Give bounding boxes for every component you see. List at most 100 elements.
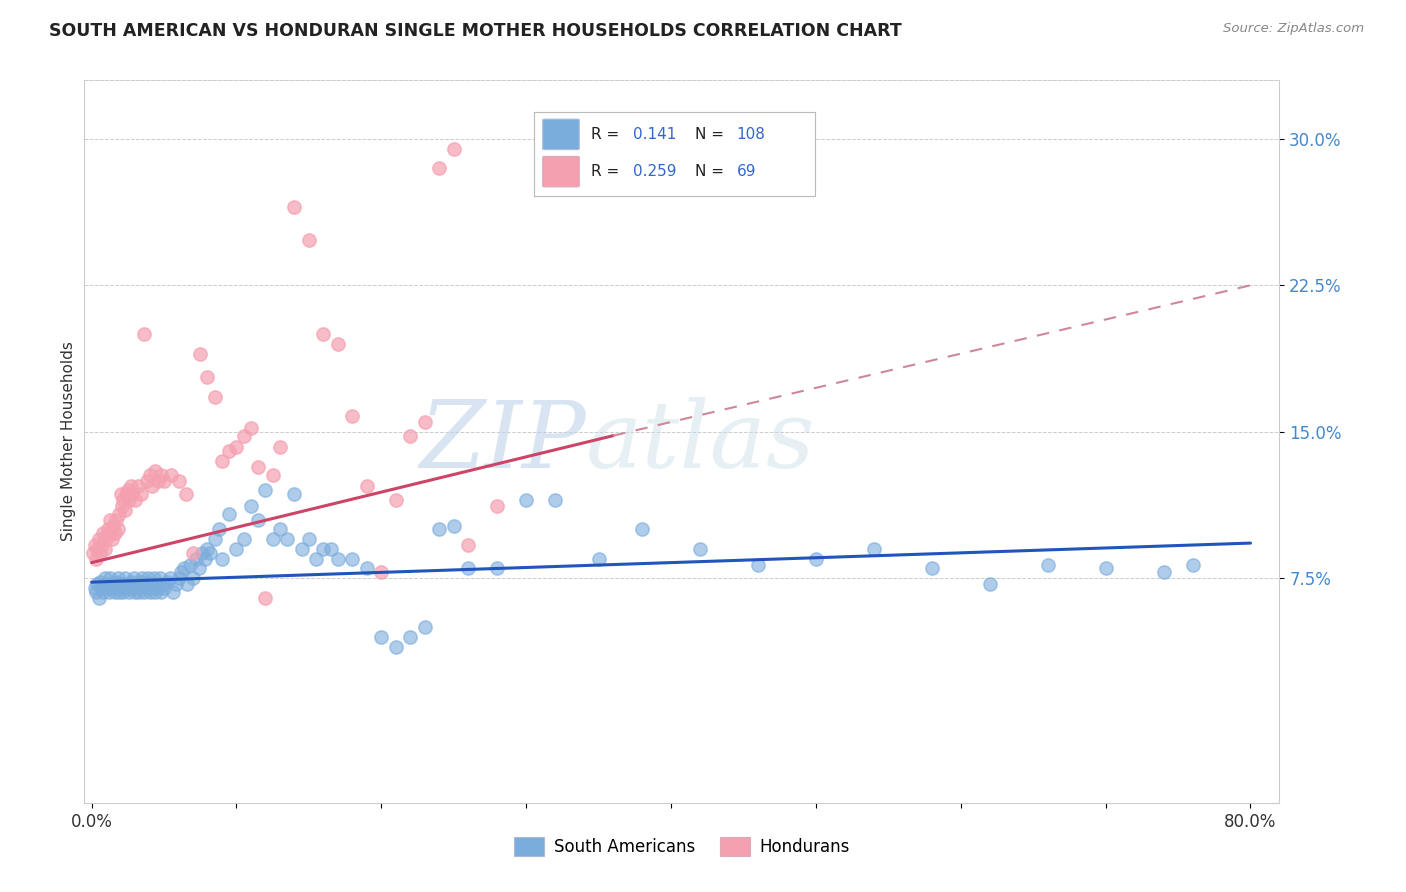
Point [125,577,148,591]
Point [90,581,112,595]
Point [121,487,143,501]
Point [149,571,172,585]
Point [107,571,129,585]
Point [225,441,247,455]
Point [134,577,156,591]
Point [104,585,127,599]
Point [269,523,291,537]
Text: 0.259: 0.259 [633,164,676,179]
Point [262,532,284,546]
Point [167,571,190,585]
Text: R =: R = [591,127,624,142]
Point [1181,558,1204,572]
Point [184,551,207,566]
Point [298,532,321,546]
Point [181,546,204,560]
Point [427,161,450,176]
Point [100,571,122,585]
Point [83,581,105,595]
Point [208,523,231,537]
Point [91,526,114,541]
Point [148,474,170,488]
Point [101,577,124,591]
Point [111,499,134,513]
Point [87,591,110,605]
Point [101,532,124,546]
Point [93,541,115,556]
Point [110,487,132,501]
Point [138,585,160,599]
Point [153,581,176,595]
Point [204,390,226,404]
Point [312,327,335,342]
Point [921,561,943,575]
Point [93,571,115,585]
Point [588,551,610,566]
Point [83,538,105,552]
Point [114,571,136,585]
Point [103,518,125,533]
Point [173,561,195,575]
Point [254,483,277,498]
Point [399,428,422,442]
Point [115,487,138,501]
Text: SOUTH AMERICAN VS HONDURAN SINGLE MOTHER HOUSEHOLDS CORRELATION CHART: SOUTH AMERICAN VS HONDURAN SINGLE MOTHER… [49,22,903,40]
Point [326,551,349,566]
Point [120,479,142,493]
Point [298,234,321,248]
Point [90,538,112,552]
Point [160,467,183,482]
Point [96,581,118,595]
Text: ZIP: ZIP [419,397,586,486]
Point [319,541,342,556]
Point [262,467,284,482]
Point [413,620,436,634]
Point [283,487,305,501]
Point [112,493,135,508]
Point [399,630,422,644]
Point [139,577,162,591]
Point [117,581,139,595]
Point [136,571,159,585]
Point [121,581,143,595]
Point [291,541,314,556]
Point [150,585,173,599]
Point [98,526,121,541]
Point [200,546,222,560]
Point [143,464,166,478]
Point [89,575,111,590]
Point [443,518,465,533]
Point [370,630,392,644]
Point [107,523,129,537]
Point [105,513,128,527]
Text: N =: N = [695,164,728,179]
Point [342,551,364,566]
Point [179,558,201,572]
Point [152,577,174,591]
FancyBboxPatch shape [543,120,579,150]
Point [142,571,165,585]
Point [110,577,132,591]
Legend: South Americans, Hondurans: South Americans, Hondurans [508,830,856,863]
Point [211,551,233,566]
Point [457,538,479,552]
Point [118,493,141,508]
Point [111,581,134,595]
Point [131,571,153,585]
Point [87,532,110,546]
Point [1094,561,1116,575]
Point [150,467,173,482]
Point [146,577,169,591]
Point [232,532,254,546]
Point [863,541,886,556]
Point [141,479,163,493]
Point [305,551,328,566]
Point [118,585,141,599]
Point [254,591,277,605]
Point [156,575,179,590]
Point [197,370,219,384]
Point [486,499,509,513]
Point [89,546,111,560]
Point [174,487,197,501]
Point [122,571,145,585]
